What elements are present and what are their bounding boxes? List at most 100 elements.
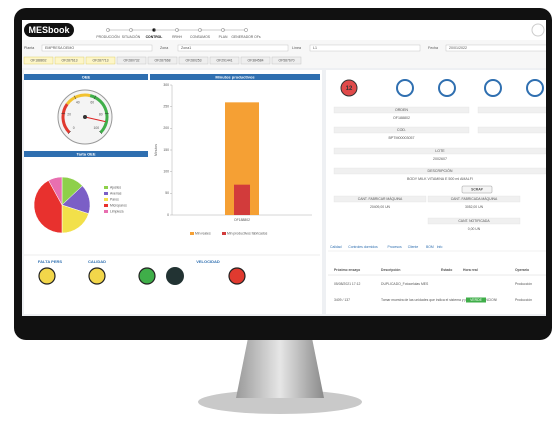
table-header: Hora real (463, 268, 478, 272)
table-header: Estado (441, 268, 452, 272)
legend-label: Min productivos fabricados (227, 231, 268, 235)
y-tick-label: 100 (163, 170, 169, 174)
bar-header (150, 74, 320, 80)
nav-dot[interactable] (244, 28, 248, 32)
table-cell: 3409 / 137 (334, 298, 350, 302)
field-label-box (333, 126, 470, 134)
status-light (38, 267, 56, 285)
order-tab[interactable] (240, 56, 271, 65)
field-label-box (333, 167, 546, 175)
order-tab-label: OF384584 (247, 59, 263, 63)
filter-value: L1 (313, 46, 317, 50)
gauge-tick-label: 80 (99, 112, 103, 116)
logo-box (24, 23, 74, 37)
legend-label: Min reales (195, 231, 211, 235)
tab[interactable]: Procesos (388, 245, 402, 249)
legend-label: Limpieza (110, 209, 124, 213)
order-tab[interactable] (85, 56, 116, 65)
tab[interactable]: Controles dormidos (348, 245, 378, 249)
order-tab-label: OF587670 (278, 59, 294, 63)
field-label: DESCRIPCIÓN (428, 168, 453, 173)
field-label: COD. (397, 128, 406, 132)
chart-title: Tarta OEE (76, 151, 95, 156)
gauge-tick (93, 95, 97, 100)
qty-label-box (427, 217, 521, 225)
tab[interactable]: Calidad (330, 245, 342, 249)
gauge-tick-label: 20 (67, 112, 71, 116)
scrap-button[interactable] (461, 185, 493, 194)
table-cell: VERDE (470, 298, 482, 302)
status-light (228, 267, 246, 285)
filter-value: Zona1 (181, 46, 191, 50)
nav-item: PRODUCCIÓN (96, 34, 120, 39)
table-cell: Tomar muestra de las unidades que indica… (381, 298, 497, 302)
oee-header (24, 74, 148, 80)
order-tab[interactable] (209, 56, 240, 65)
stand-neck (236, 338, 324, 398)
bar (234, 184, 250, 215)
legend-swatch (104, 204, 108, 207)
order-tab[interactable] (271, 56, 302, 65)
tab[interactable]: Info (437, 245, 443, 249)
nav-item: CONTROL (146, 35, 163, 39)
pie-header (24, 151, 148, 157)
order-tab[interactable] (23, 56, 54, 65)
gauge-tick (73, 95, 77, 100)
indicator-label: CALIDAD (88, 259, 106, 264)
order-tab[interactable] (116, 56, 147, 65)
field-label-box (333, 147, 546, 155)
table-cell: Producción (515, 298, 532, 302)
field-label-box (333, 106, 470, 114)
tab[interactable]: Cliente (408, 245, 419, 249)
order-tab-label: OF280732 (123, 59, 139, 63)
app: MESbook PRODUCCIÓN SITUACIÓN CONTROL RRHH CO… (22, 20, 556, 314)
gauge-band (65, 93, 91, 106)
filter-select[interactable] (41, 44, 153, 52)
gauge-tick (61, 112, 66, 115)
tool-icon[interactable] (396, 79, 414, 97)
badge (340, 79, 358, 97)
field-value: BPTM00003057 (389, 136, 415, 140)
nav-item: PLAN (219, 35, 228, 39)
qty-label-box (333, 195, 427, 203)
gauge-tick-label: 40 (76, 101, 80, 105)
filter-select[interactable] (445, 44, 556, 52)
order-tab-label: OF291441 (216, 59, 232, 63)
table-header: Operario (515, 268, 529, 272)
legend-swatch (190, 232, 194, 235)
nav-item: CONSUMOS (190, 35, 211, 39)
tab[interactable]: BOM (426, 245, 434, 249)
filter-select[interactable] (309, 44, 421, 52)
y-tick-label: 200 (163, 126, 169, 130)
field-side-box (477, 126, 546, 134)
legend-label: Averías (110, 191, 122, 195)
order-tab[interactable] (178, 56, 209, 65)
nav-item: GENERADOR OFs (231, 35, 261, 39)
field-side-box (477, 106, 546, 114)
y-tick-label: 300 (163, 83, 169, 87)
user-button[interactable] (531, 23, 545, 37)
order-tab[interactable] (147, 56, 178, 65)
filter-label: Fecha (428, 46, 438, 50)
filter-select[interactable] (177, 44, 289, 52)
qty-label: CANT. FABRICAR MÁQUINA (358, 197, 403, 201)
y-tick-label: 0 (167, 213, 169, 217)
pie-slice (48, 176, 63, 206)
x-tick-label: OF188802 (234, 218, 250, 222)
legend-swatch (104, 210, 108, 213)
gauge-hub (83, 115, 87, 119)
order-tab[interactable] (54, 56, 85, 65)
chart-title: Minutos productivos (215, 74, 255, 79)
tool-icon[interactable] (526, 79, 544, 97)
legend-swatch (222, 232, 226, 235)
qty-label-box (427, 195, 521, 203)
table-cell: DUPLICADO_Fotocelulas MES (381, 282, 429, 286)
legend-swatch (104, 198, 108, 201)
tool-icon[interactable] (438, 79, 456, 97)
qty-value: 20409,00 UN (370, 205, 391, 209)
right-panel (326, 70, 546, 314)
tool-icon[interactable] (484, 79, 502, 97)
field-value: OF188802 (393, 116, 410, 120)
qty-label: CANT. NOTIFICADA (458, 219, 490, 223)
